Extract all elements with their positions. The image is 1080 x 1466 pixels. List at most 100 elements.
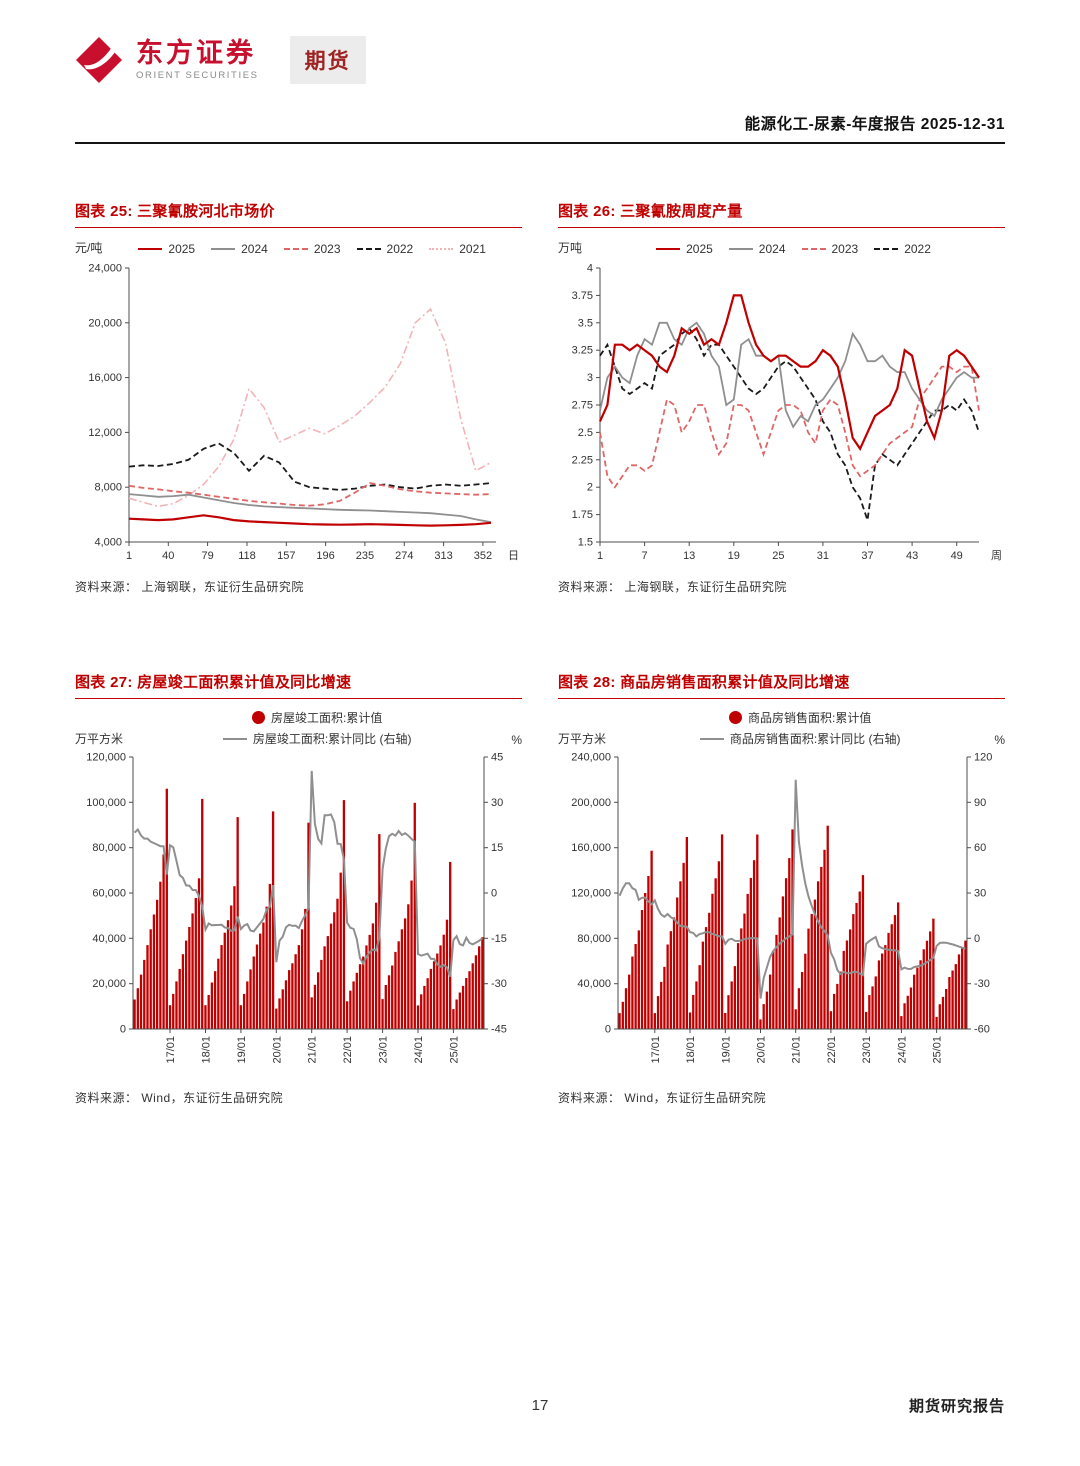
legend-label-2023: 2023 bbox=[831, 242, 859, 256]
svg-text:2: 2 bbox=[587, 482, 593, 494]
svg-text:90: 90 bbox=[974, 797, 986, 809]
svg-text:40,000: 40,000 bbox=[92, 933, 126, 945]
line-swatch-2021 bbox=[429, 248, 454, 250]
legend-item-2023: 2023 bbox=[283, 242, 341, 256]
svg-text:20/01: 20/01 bbox=[756, 1036, 768, 1064]
svg-text:21/01: 21/01 bbox=[791, 1036, 803, 1064]
svg-text:118: 118 bbox=[238, 550, 256, 562]
svg-text:80,000: 80,000 bbox=[92, 842, 126, 854]
chart-28-right-axis-unit: % bbox=[994, 733, 1005, 747]
svg-text:45: 45 bbox=[491, 752, 503, 764]
line-swatch bbox=[699, 737, 724, 740]
brand-name-cn: 东方证券 bbox=[136, 37, 256, 68]
svg-text:1.5: 1.5 bbox=[578, 537, 593, 549]
svg-text:18/01: 18/01 bbox=[201, 1036, 213, 1064]
svg-text:22/01: 22/01 bbox=[342, 1036, 354, 1064]
svg-text:12,000: 12,000 bbox=[88, 427, 122, 439]
svg-text:4,000: 4,000 bbox=[94, 537, 122, 549]
legend-label-2023: 2023 bbox=[313, 242, 341, 256]
chart-26-legend: 万吨 2025 2024 2023 2022 bbox=[558, 238, 1005, 256]
legend-item-line: 商品房销售面积:累计同比 (右轴) bbox=[699, 730, 901, 747]
svg-text:3: 3 bbox=[587, 372, 593, 384]
svg-text:19/01: 19/01 bbox=[236, 1036, 248, 1064]
chart-panel-25: 图表 25: 三聚氰胺河北市场价 元/吨 2025 2024 2023 2022… bbox=[75, 200, 522, 595]
svg-text:7: 7 bbox=[642, 550, 648, 562]
brand-block: 东方证券 ORIENT SECURITIES 期货 bbox=[75, 36, 1005, 84]
legend-label-2025: 2025 bbox=[686, 242, 713, 256]
svg-text:2.5: 2.5 bbox=[578, 427, 593, 439]
svg-text:25/01: 25/01 bbox=[448, 1036, 460, 1064]
svg-text:19/01: 19/01 bbox=[720, 1036, 732, 1064]
chart-26-y-axis-unit: 万吨 bbox=[558, 241, 583, 255]
chart-25-legend: 元/吨 2025 2024 2023 2022 2021 bbox=[75, 238, 522, 256]
page-footer: 17 期货研究报告 bbox=[75, 1395, 1005, 1416]
chart-panel-26: 图表 26: 三聚氰胺周度产量 万吨 2025 2024 2023 2022 1… bbox=[558, 200, 1005, 595]
legend-label-2021: 2021 bbox=[459, 242, 486, 256]
futures-badge: 期货 bbox=[289, 36, 366, 84]
svg-text:13: 13 bbox=[683, 550, 695, 562]
chart-28-plot: 0 40,000 80,000 120,000 160,000 200,000 240,00… bbox=[571, 752, 992, 1064]
chart-27-left-axis-unit: 万平方米 bbox=[75, 732, 124, 746]
chart-25-y-axis-unit: 元/吨 bbox=[75, 241, 103, 255]
legend-label-2024: 2024 bbox=[241, 242, 268, 256]
svg-text:0: 0 bbox=[974, 933, 980, 945]
chart-26-title: 图表 26: 三聚氰胺周度产量 bbox=[558, 200, 1005, 228]
svg-text:2.75: 2.75 bbox=[572, 400, 593, 412]
svg-text:1: 1 bbox=[597, 550, 603, 562]
svg-text:313: 313 bbox=[434, 550, 452, 562]
charts-grid: 图表 25: 三聚氰胺河北市场价 元/吨 2025 2024 2023 2022… bbox=[75, 200, 1005, 1106]
svg-text:240,000: 240,000 bbox=[571, 752, 611, 764]
legend-label-2022: 2022 bbox=[904, 242, 931, 256]
line-swatch-2023 bbox=[801, 248, 826, 250]
chart-panel-28: 图表 28: 商品房销售面积累计值及同比增速 万平方米 商品房销售面积:累计值 … bbox=[558, 671, 1005, 1106]
legend-label-bars: 商品房销售面积:累计值 bbox=[748, 711, 872, 725]
svg-text:160,000: 160,000 bbox=[571, 842, 611, 854]
line-swatch bbox=[222, 737, 247, 740]
chart-27-right-axis-unit: % bbox=[511, 733, 522, 747]
chart-27-plot: 0 20,000 40,000 60,000 80,000 100,000 120,000 -… bbox=[86, 752, 507, 1064]
legend-label-2022: 2022 bbox=[386, 242, 414, 256]
legend-item-2021: 2021 bbox=[429, 242, 486, 256]
svg-text:-60: -60 bbox=[974, 1024, 990, 1036]
legend-item-2023: 2023 bbox=[801, 242, 859, 256]
svg-text:3.5: 3.5 bbox=[578, 317, 593, 329]
chart-27-title: 图表 27: 房屋竣工面积累计值及同比增速 bbox=[75, 671, 522, 699]
legend-item-2024: 2024 bbox=[211, 242, 268, 256]
page-number: 17 bbox=[531, 1397, 549, 1414]
svg-text:20/01: 20/01 bbox=[271, 1036, 283, 1064]
report-title: 能源化工-尿素-年度报告 2025-12-31 bbox=[744, 116, 1005, 133]
svg-text:120,000: 120,000 bbox=[86, 752, 126, 764]
svg-text:30: 30 bbox=[974, 888, 986, 900]
svg-text:18/01: 18/01 bbox=[685, 1036, 697, 1064]
legend-label-2025: 2025 bbox=[168, 242, 196, 256]
svg-text:-15: -15 bbox=[491, 933, 507, 945]
svg-text:120,000: 120,000 bbox=[571, 888, 611, 900]
svg-text:43: 43 bbox=[906, 550, 918, 562]
line-swatch-2022 bbox=[874, 248, 899, 250]
svg-text:1: 1 bbox=[126, 550, 132, 562]
legend-item-2022: 2022 bbox=[874, 242, 931, 256]
legend-item-bars: 商品房销售面积:累计值 bbox=[729, 709, 871, 726]
line-swatch-2023 bbox=[283, 248, 308, 250]
svg-text:8,000: 8,000 bbox=[94, 482, 122, 494]
line-swatch-2025 bbox=[656, 248, 681, 250]
line-swatch-2024 bbox=[728, 248, 753, 250]
legend-item-line: 房屋竣工面积:累计同比 (右轴) bbox=[222, 730, 412, 747]
header-divider bbox=[75, 142, 1005, 144]
svg-text:100,000: 100,000 bbox=[86, 797, 126, 809]
svg-text:-30: -30 bbox=[491, 978, 507, 990]
svg-text:157: 157 bbox=[277, 550, 295, 562]
svg-text:17/01: 17/01 bbox=[650, 1036, 662, 1064]
svg-text:25: 25 bbox=[772, 550, 784, 562]
svg-text:37: 37 bbox=[861, 550, 873, 562]
svg-text:79: 79 bbox=[201, 550, 213, 562]
svg-text:0: 0 bbox=[120, 1024, 126, 1036]
svg-text:40,000: 40,000 bbox=[577, 978, 611, 990]
chart-25-plot: 4,000 8,000 12,000 16,000 20,000 24,000 1 40 79 1… bbox=[88, 263, 519, 563]
svg-text:-30: -30 bbox=[974, 978, 990, 990]
svg-text:23/01: 23/01 bbox=[378, 1036, 390, 1064]
chart-25-source: 资料来源： 上海钢联，东证衍生品研究院 bbox=[75, 580, 304, 594]
svg-text:2.25: 2.25 bbox=[572, 454, 593, 466]
svg-text:274: 274 bbox=[395, 550, 413, 562]
